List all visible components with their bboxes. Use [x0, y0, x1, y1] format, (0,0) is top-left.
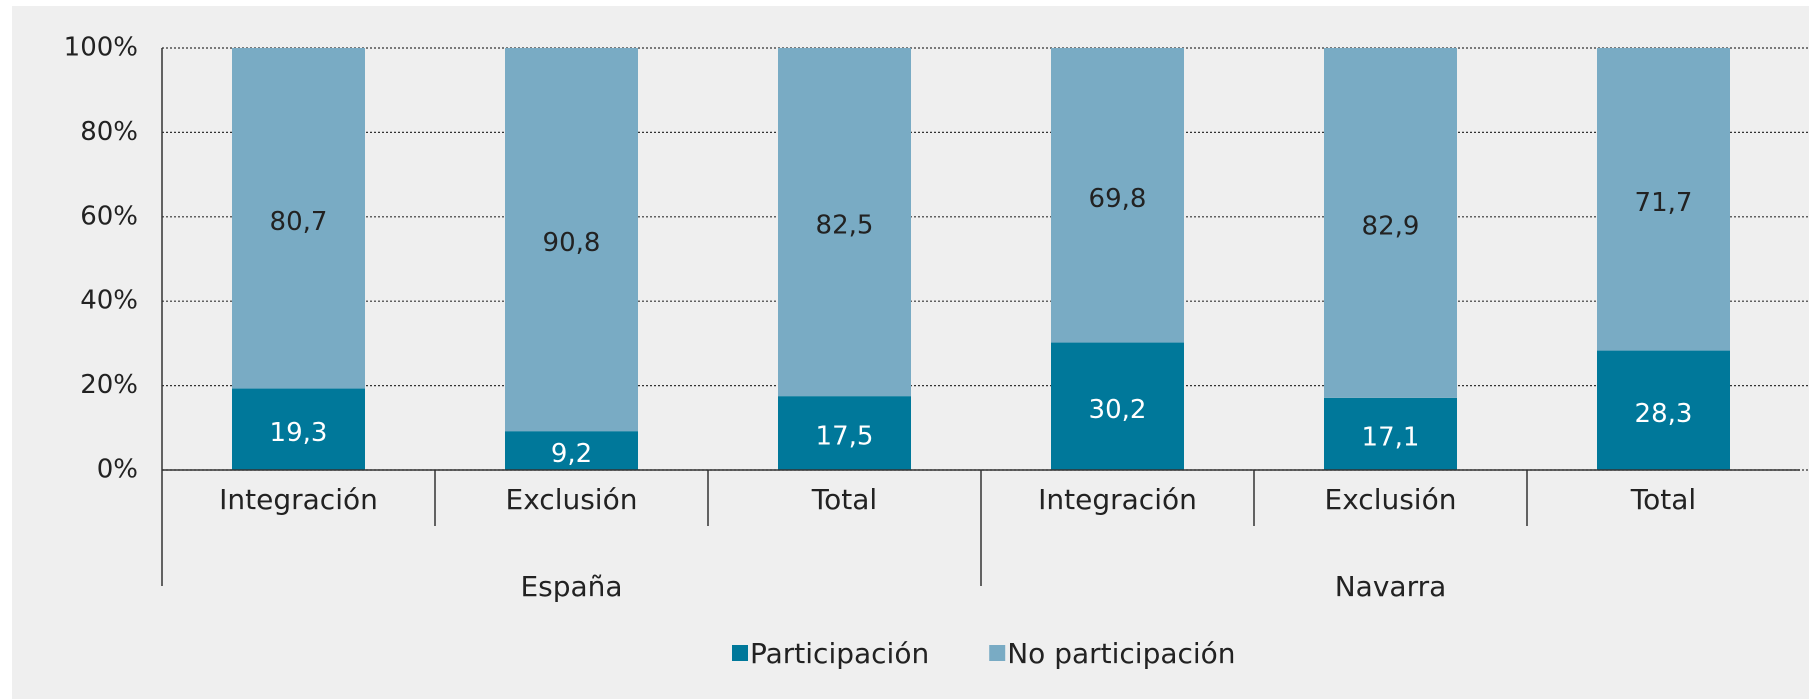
group-label: Navarra [1335, 570, 1447, 603]
y-tick-label: 60% [80, 201, 138, 231]
legend-swatch [989, 645, 1006, 661]
y-tick-label: 20% [80, 370, 138, 400]
bar-segment [1051, 342, 1184, 470]
y-tick-label: 100% [64, 33, 138, 63]
y-tick-label: 40% [80, 286, 138, 316]
value-label: 9,2 [551, 439, 592, 469]
value-label: 19,3 [270, 418, 328, 448]
bar-segment [1597, 350, 1730, 470]
legend-label: Participación [750, 637, 929, 670]
bar-segment [1597, 48, 1730, 351]
x-tick-label: Total [1630, 483, 1696, 516]
bar-segment [778, 396, 911, 470]
value-label: 28,3 [1635, 399, 1693, 429]
value-label: 17,5 [816, 422, 874, 452]
bar-segment [778, 48, 911, 397]
y-tick-label: 0% [97, 455, 138, 485]
value-label: 71,7 [1635, 188, 1693, 218]
bar-segment [505, 431, 638, 470]
bar-segment [1324, 48, 1457, 398]
value-label: 69,8 [1089, 184, 1147, 214]
x-tick-label: Integración [219, 483, 378, 516]
value-label: 82,9 [1362, 211, 1420, 241]
bar-segment [232, 48, 365, 389]
x-tick-label: Exclusión [1325, 483, 1457, 516]
value-label: 30,2 [1089, 395, 1147, 425]
value-label: 17,1 [1362, 422, 1420, 452]
y-tick-label: 80% [80, 117, 138, 147]
legend-label: No participación [1007, 637, 1235, 670]
x-tick-label: Integración [1038, 483, 1197, 516]
bar-segment [1324, 397, 1457, 470]
value-label: 80,7 [270, 207, 328, 237]
bar-segment [1051, 48, 1184, 343]
x-tick-label: Exclusión [506, 483, 638, 516]
bar-segment [505, 48, 638, 432]
value-label: 90,8 [543, 228, 601, 258]
group-label: España [520, 570, 622, 603]
x-tick-label: Total [811, 483, 877, 516]
value-label: 82,5 [816, 211, 874, 241]
legend-swatch [732, 645, 748, 661]
bar-segment [232, 388, 365, 470]
